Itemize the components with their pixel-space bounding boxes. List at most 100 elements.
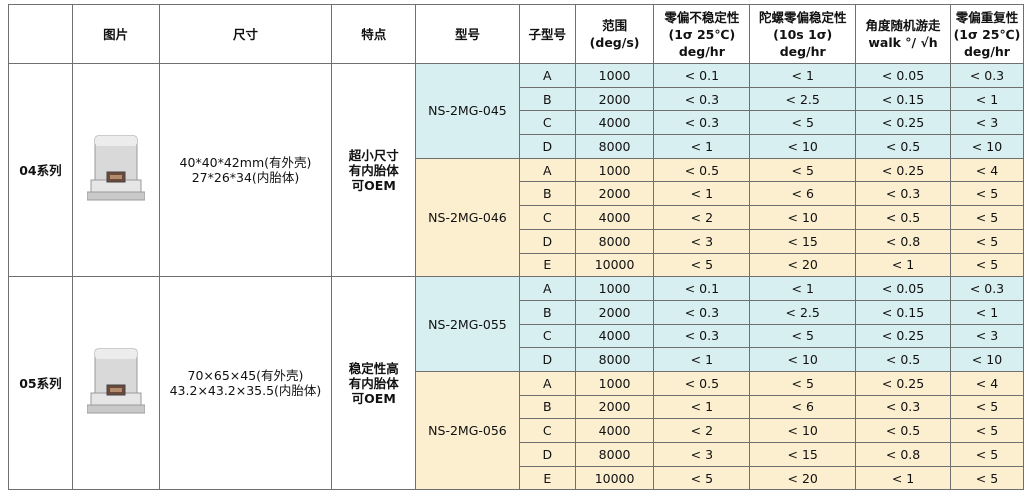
header-range-line1: 范围 bbox=[602, 18, 628, 33]
repeatability-cell: < 5 bbox=[949, 181, 1024, 207]
repeatability-cell: < 5 bbox=[949, 442, 1024, 467]
range-cell: 2000 bbox=[574, 181, 655, 207]
table-row: D 8000 < 3 < 15 < 0.8 < 5 bbox=[9, 228, 1024, 254]
header-image: 图片 bbox=[71, 4, 160, 64]
stability-cell: < 5 bbox=[749, 323, 857, 349]
series-name: 05系列 bbox=[8, 276, 73, 490]
table-row: B 2000 < 1 < 6 < 0.3 < 5 bbox=[9, 394, 1024, 420]
gyroscope-device-image bbox=[86, 348, 145, 414]
submodel-cell: A bbox=[518, 157, 576, 183]
submodel-cell: C bbox=[518, 110, 576, 136]
header-range: 范围 (deg/s) bbox=[574, 4, 655, 64]
header-rep-line1: 零偏重复性 bbox=[955, 9, 1019, 25]
repeatability-cell: < 5 bbox=[949, 394, 1024, 420]
feature-line: 稳定性高 bbox=[348, 360, 399, 376]
range-cell: 10000 bbox=[574, 252, 655, 278]
range-cell: 8000 bbox=[574, 347, 655, 372]
stability-cell: < 5 bbox=[749, 157, 857, 183]
range-cell: 8000 bbox=[574, 134, 655, 159]
table-row: B 2000 < 0.3 < 2.5 < 0.15 < 1 bbox=[9, 299, 1024, 325]
bias-cell: < 5 bbox=[653, 252, 751, 278]
stability-cell: < 15 bbox=[749, 228, 857, 254]
feature-line: 有内胎体 bbox=[348, 162, 399, 178]
header-stab-line1: 陀螺零偏稳定性 bbox=[758, 9, 847, 25]
arw-cell: < 0.25 bbox=[855, 157, 951, 183]
repeatability-cell: < 1 bbox=[949, 86, 1024, 112]
feature-line: 可OEM bbox=[351, 177, 396, 193]
range-cell: 1000 bbox=[574, 157, 655, 183]
arw-cell: < 0.8 bbox=[855, 228, 951, 254]
repeatability-cell: < 0.3 bbox=[949, 63, 1024, 88]
repeatability-cell: < 4 bbox=[949, 157, 1024, 183]
header-gyro-bias-stability: 陀螺零偏稳定性 (10s 1σ) deg/hr bbox=[749, 4, 857, 64]
table-row: E 10000 < 5 < 20 < 1 < 5 bbox=[9, 252, 1024, 278]
arw-cell: < 0.05 bbox=[855, 276, 951, 301]
size-line: 40*40*42mm(有外壳) bbox=[179, 155, 312, 171]
stability-cell: < 5 bbox=[749, 370, 857, 396]
submodel-cell: E bbox=[518, 465, 576, 490]
stability-cell: < 15 bbox=[749, 442, 857, 467]
bias-cell: < 1 bbox=[653, 181, 751, 207]
size-line: 70×65×45(有外壳) bbox=[187, 368, 304, 384]
submodel-cell: C bbox=[518, 205, 576, 230]
model-name: NS-2MG-056 bbox=[415, 370, 520, 490]
header-angle-random-walk: 角度随机游走 walk °/ √h bbox=[855, 4, 951, 64]
arw-cell: < 0.5 bbox=[855, 347, 951, 372]
table-row: B 2000 < 1 < 6 < 0.3 < 5 bbox=[9, 181, 1024, 207]
bias-cell: < 0.1 bbox=[653, 63, 751, 88]
submodel-cell: B bbox=[518, 299, 576, 325]
submodel-cell: A bbox=[518, 63, 576, 88]
arw-cell: < 0.25 bbox=[855, 110, 951, 136]
bias-cell: < 1 bbox=[653, 134, 751, 159]
submodel-cell: D bbox=[518, 442, 576, 467]
gyroscope-device-image bbox=[86, 135, 145, 201]
stability-cell: < 10 bbox=[749, 347, 857, 372]
stability-cell: < 20 bbox=[749, 465, 857, 490]
bias-cell: < 2 bbox=[653, 418, 751, 443]
stability-cell: < 6 bbox=[749, 394, 857, 420]
bias-cell: < 0.5 bbox=[653, 370, 751, 396]
repeatability-cell: < 4 bbox=[949, 370, 1024, 396]
stability-cell: < 20 bbox=[749, 252, 857, 278]
bias-cell: < 0.5 bbox=[653, 157, 751, 183]
submodel-cell: C bbox=[518, 323, 576, 349]
repeatability-cell: < 5 bbox=[949, 465, 1024, 490]
header-arw-line2: walk °/ √h bbox=[868, 35, 938, 50]
stability-cell: < 2.5 bbox=[749, 299, 857, 325]
gyroscope-spec-table: 图片 尺寸 特点 型号 子型号 范围 (deg/s) 零偏不稳定性 (1σ 25… bbox=[8, 4, 1024, 490]
header-stab-line3: deg/hr bbox=[779, 43, 826, 59]
table-row: 04系列 40*40*42mm(有外壳) 27*26*34(内胎体) 超小尺寸 有内胎体… bbox=[8, 62, 1024, 278]
arw-cell: < 0.15 bbox=[855, 86, 951, 112]
range-cell: 4000 bbox=[574, 205, 655, 230]
arw-cell: < 0.5 bbox=[855, 418, 951, 443]
table-row: NS-2MG-056 A 1000 < 0.5 < 5 < 0.25 < 4 bbox=[9, 370, 1024, 490]
feature-cell: 超小尺寸 有内胎体 可OEM bbox=[331, 62, 417, 278]
header-bias-line2: (1σ 25℃) bbox=[668, 26, 736, 42]
size-line: 43.2×43.2×35.5(内胎体) bbox=[169, 383, 322, 399]
repeatability-cell: < 0.3 bbox=[949, 276, 1024, 301]
stability-cell: < 5 bbox=[749, 110, 857, 136]
repeatability-cell: < 5 bbox=[949, 252, 1024, 278]
header-row: 图片 尺寸 特点 型号 子型号 范围 (deg/s) 零偏不稳定性 (1σ 25… bbox=[8, 4, 1024, 64]
submodel-cell: D bbox=[518, 347, 576, 372]
range-cell: 2000 bbox=[574, 299, 655, 325]
header-rep-line3: deg/hr bbox=[963, 43, 1010, 59]
series-name: 04系列 bbox=[8, 62, 73, 278]
range-cell: 4000 bbox=[574, 323, 655, 349]
arw-cell: < 1 bbox=[855, 465, 951, 490]
size-line: 27*26*34(内胎体) bbox=[191, 170, 300, 186]
repeatability-cell: < 10 bbox=[949, 134, 1024, 159]
header-bias-line1: 零偏不稳定性 bbox=[664, 9, 740, 25]
model-name: NS-2MG-045 bbox=[415, 63, 520, 159]
header-series bbox=[8, 4, 73, 64]
arw-cell: < 0.25 bbox=[855, 323, 951, 349]
bias-cell: < 0.1 bbox=[653, 276, 751, 301]
range-cell: 1000 bbox=[574, 276, 655, 301]
arw-cell: < 0.3 bbox=[855, 394, 951, 420]
submodel-cell: A bbox=[518, 370, 576, 396]
header-submodel: 子型号 bbox=[518, 4, 576, 64]
size-cell: 70×65×45(有外壳) 43.2×43.2×35.5(内胎体) bbox=[158, 276, 333, 490]
submodel-cell: B bbox=[518, 181, 576, 207]
model-name: NS-2MG-046 bbox=[415, 157, 520, 278]
submodel-cell: B bbox=[518, 86, 576, 112]
